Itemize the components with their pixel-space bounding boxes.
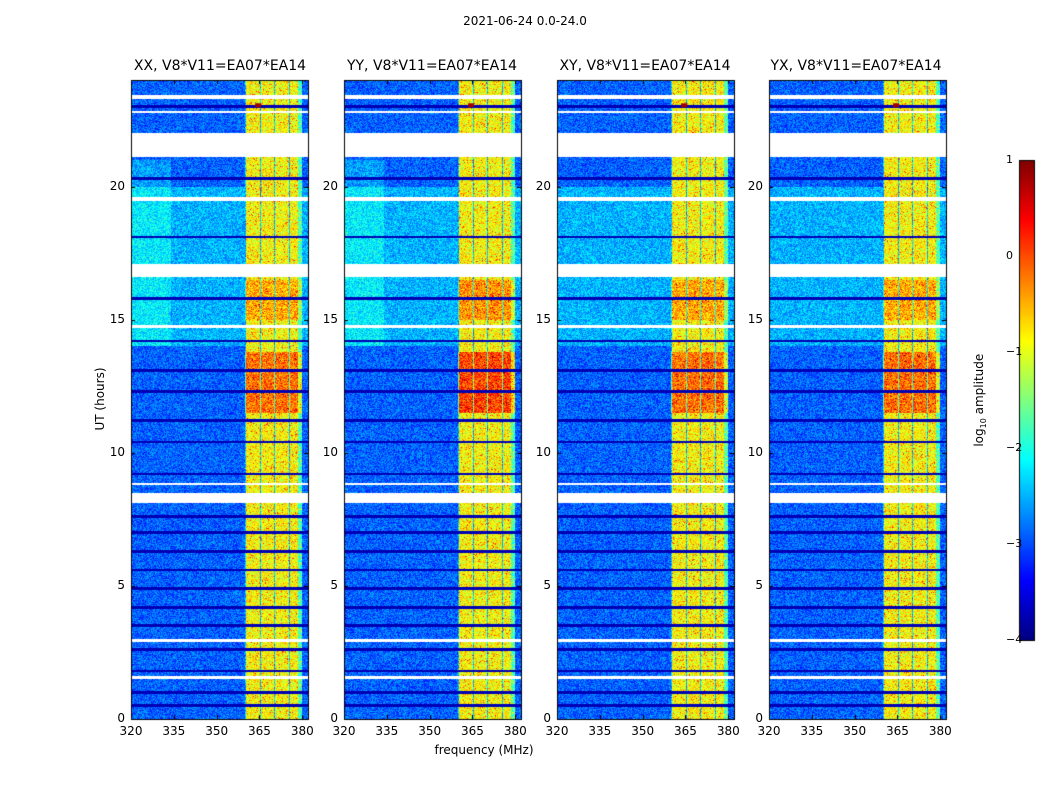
x-tick-label: 365 (461, 724, 484, 738)
colorbar-tick-label: −3 (1006, 537, 1023, 550)
y-tick-label: 10 (322, 444, 338, 459)
y-tick-label: 10 (747, 444, 763, 459)
y-tick-label: 15 (747, 311, 763, 326)
x-tick-label: 335 (800, 724, 824, 738)
x-axis-label: frequency (MHz) (434, 743, 534, 757)
panel-title-xx: XX, V8*V11=EA07*EA14 (133, 58, 307, 74)
panel-title-xy: XY, V8*V11=EA07*EA14 (559, 58, 731, 74)
y-tick-label: 15 (535, 311, 551, 326)
x-tick-label: 350 (631, 724, 655, 738)
y-tick-label: 0 (543, 711, 551, 725)
y-tick-label: 5 (755, 577, 763, 592)
y-axis-label: UT (hours) (93, 367, 107, 431)
x-tick-label: 365 (886, 724, 909, 738)
y-tick-label: 15 (322, 311, 338, 326)
x-tick-label: 350 (843, 724, 867, 738)
x-tick-label: 320 (545, 724, 569, 738)
y-tick-label: 10 (109, 444, 125, 459)
y-tick-label: 5 (330, 577, 338, 592)
y-tick-label: 0 (330, 711, 338, 725)
y-tick-label: 5 (543, 577, 551, 592)
x-tick-label: 380 (290, 724, 314, 738)
colorbar-tick-label: −2 (1006, 441, 1023, 454)
y-tick-label: 0 (755, 711, 763, 725)
x-tick-label: 380 (928, 724, 952, 738)
x-tick-label: 320 (332, 724, 356, 738)
x-tick-label: 380 (716, 724, 740, 738)
colorbar-tick-label: 0 (1006, 249, 1013, 262)
x-tick-label: 320 (119, 724, 143, 738)
y-tick-label: 20 (747, 178, 763, 193)
colorbar-tick-label: 1 (1006, 153, 1013, 166)
x-tick-label: 365 (248, 724, 271, 738)
y-tick-label: 20 (322, 178, 338, 193)
x-tick-label: 335 (162, 724, 186, 738)
y-tick-label: 10 (535, 444, 551, 459)
figure-suptitle: 2021-06-24 0.0-24.0 (463, 14, 587, 28)
x-tick-label: 350 (418, 724, 442, 738)
y-tick-label: 0 (117, 711, 125, 725)
y-tick-label: 20 (535, 178, 551, 193)
x-tick-label: 335 (375, 724, 399, 738)
x-tick-label: 380 (503, 724, 527, 738)
y-tick-label: 20 (109, 178, 125, 193)
x-tick-label: 350 (205, 724, 229, 738)
colorbar-label: log10 amplitude (971, 353, 989, 447)
colorbar-tick-label: −4 (1006, 633, 1023, 646)
x-tick-label: 335 (588, 724, 612, 738)
colorbar-tick-label: −1 (1006, 345, 1023, 358)
y-tick-label: 5 (117, 577, 125, 592)
x-tick-label: 320 (757, 724, 781, 738)
y-tick-label: 15 (109, 311, 125, 326)
panel-title-yy: YY, V8*V11=EA07*EA14 (346, 58, 518, 74)
panel-title-yx: YX, V8*V11=EA07*EA14 (770, 58, 942, 74)
x-tick-label: 365 (674, 724, 697, 738)
